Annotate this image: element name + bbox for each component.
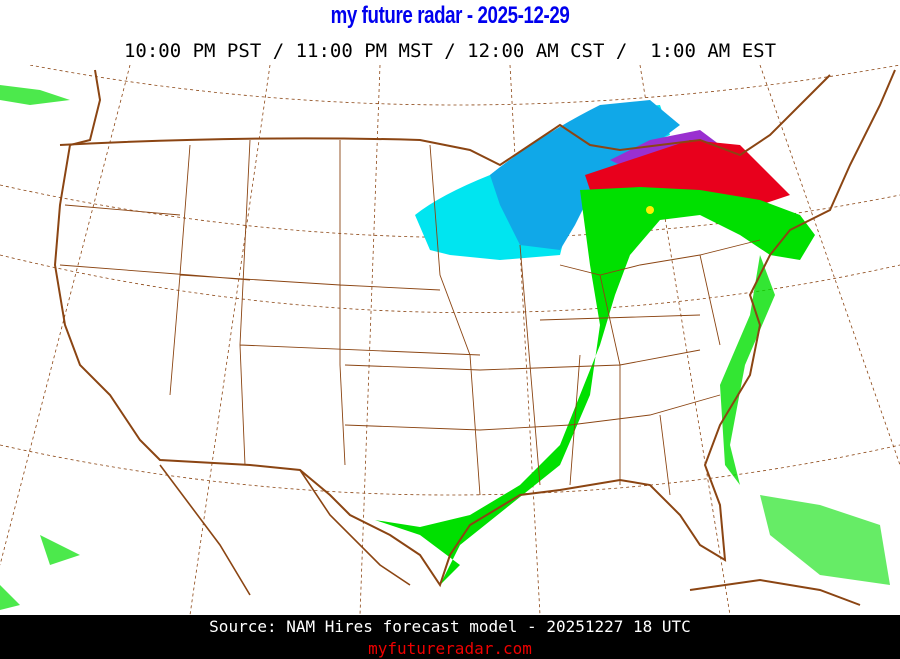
precipitation	[0, 85, 890, 610]
rain-area	[375, 187, 815, 585]
radar-map	[0, 65, 900, 615]
rain-caribbean	[760, 495, 890, 585]
state-lines	[59, 139, 761, 496]
rain-heavy-spot	[646, 206, 654, 214]
cuba	[689, 578, 861, 606]
footer: Source: NAM Hires forecast model - 20251…	[0, 615, 900, 659]
rain-west	[0, 85, 80, 610]
site-link[interactable]: myfutureradar.com	[368, 639, 532, 658]
time-label: 10:00 PM PST / 11:00 PM MST / 12:00 AM C…	[123, 40, 777, 62]
source-label: Source: NAM Hires forecast model - 20251…	[209, 617, 691, 636]
coastline	[53, 69, 896, 588]
mexico-coast	[159, 464, 411, 596]
boundaries	[53, 69, 896, 606]
canada-border	[59, 74, 831, 167]
page-title: my future radar - 2025-12-29	[330, 2, 570, 29]
rain-coastal	[720, 255, 775, 485]
